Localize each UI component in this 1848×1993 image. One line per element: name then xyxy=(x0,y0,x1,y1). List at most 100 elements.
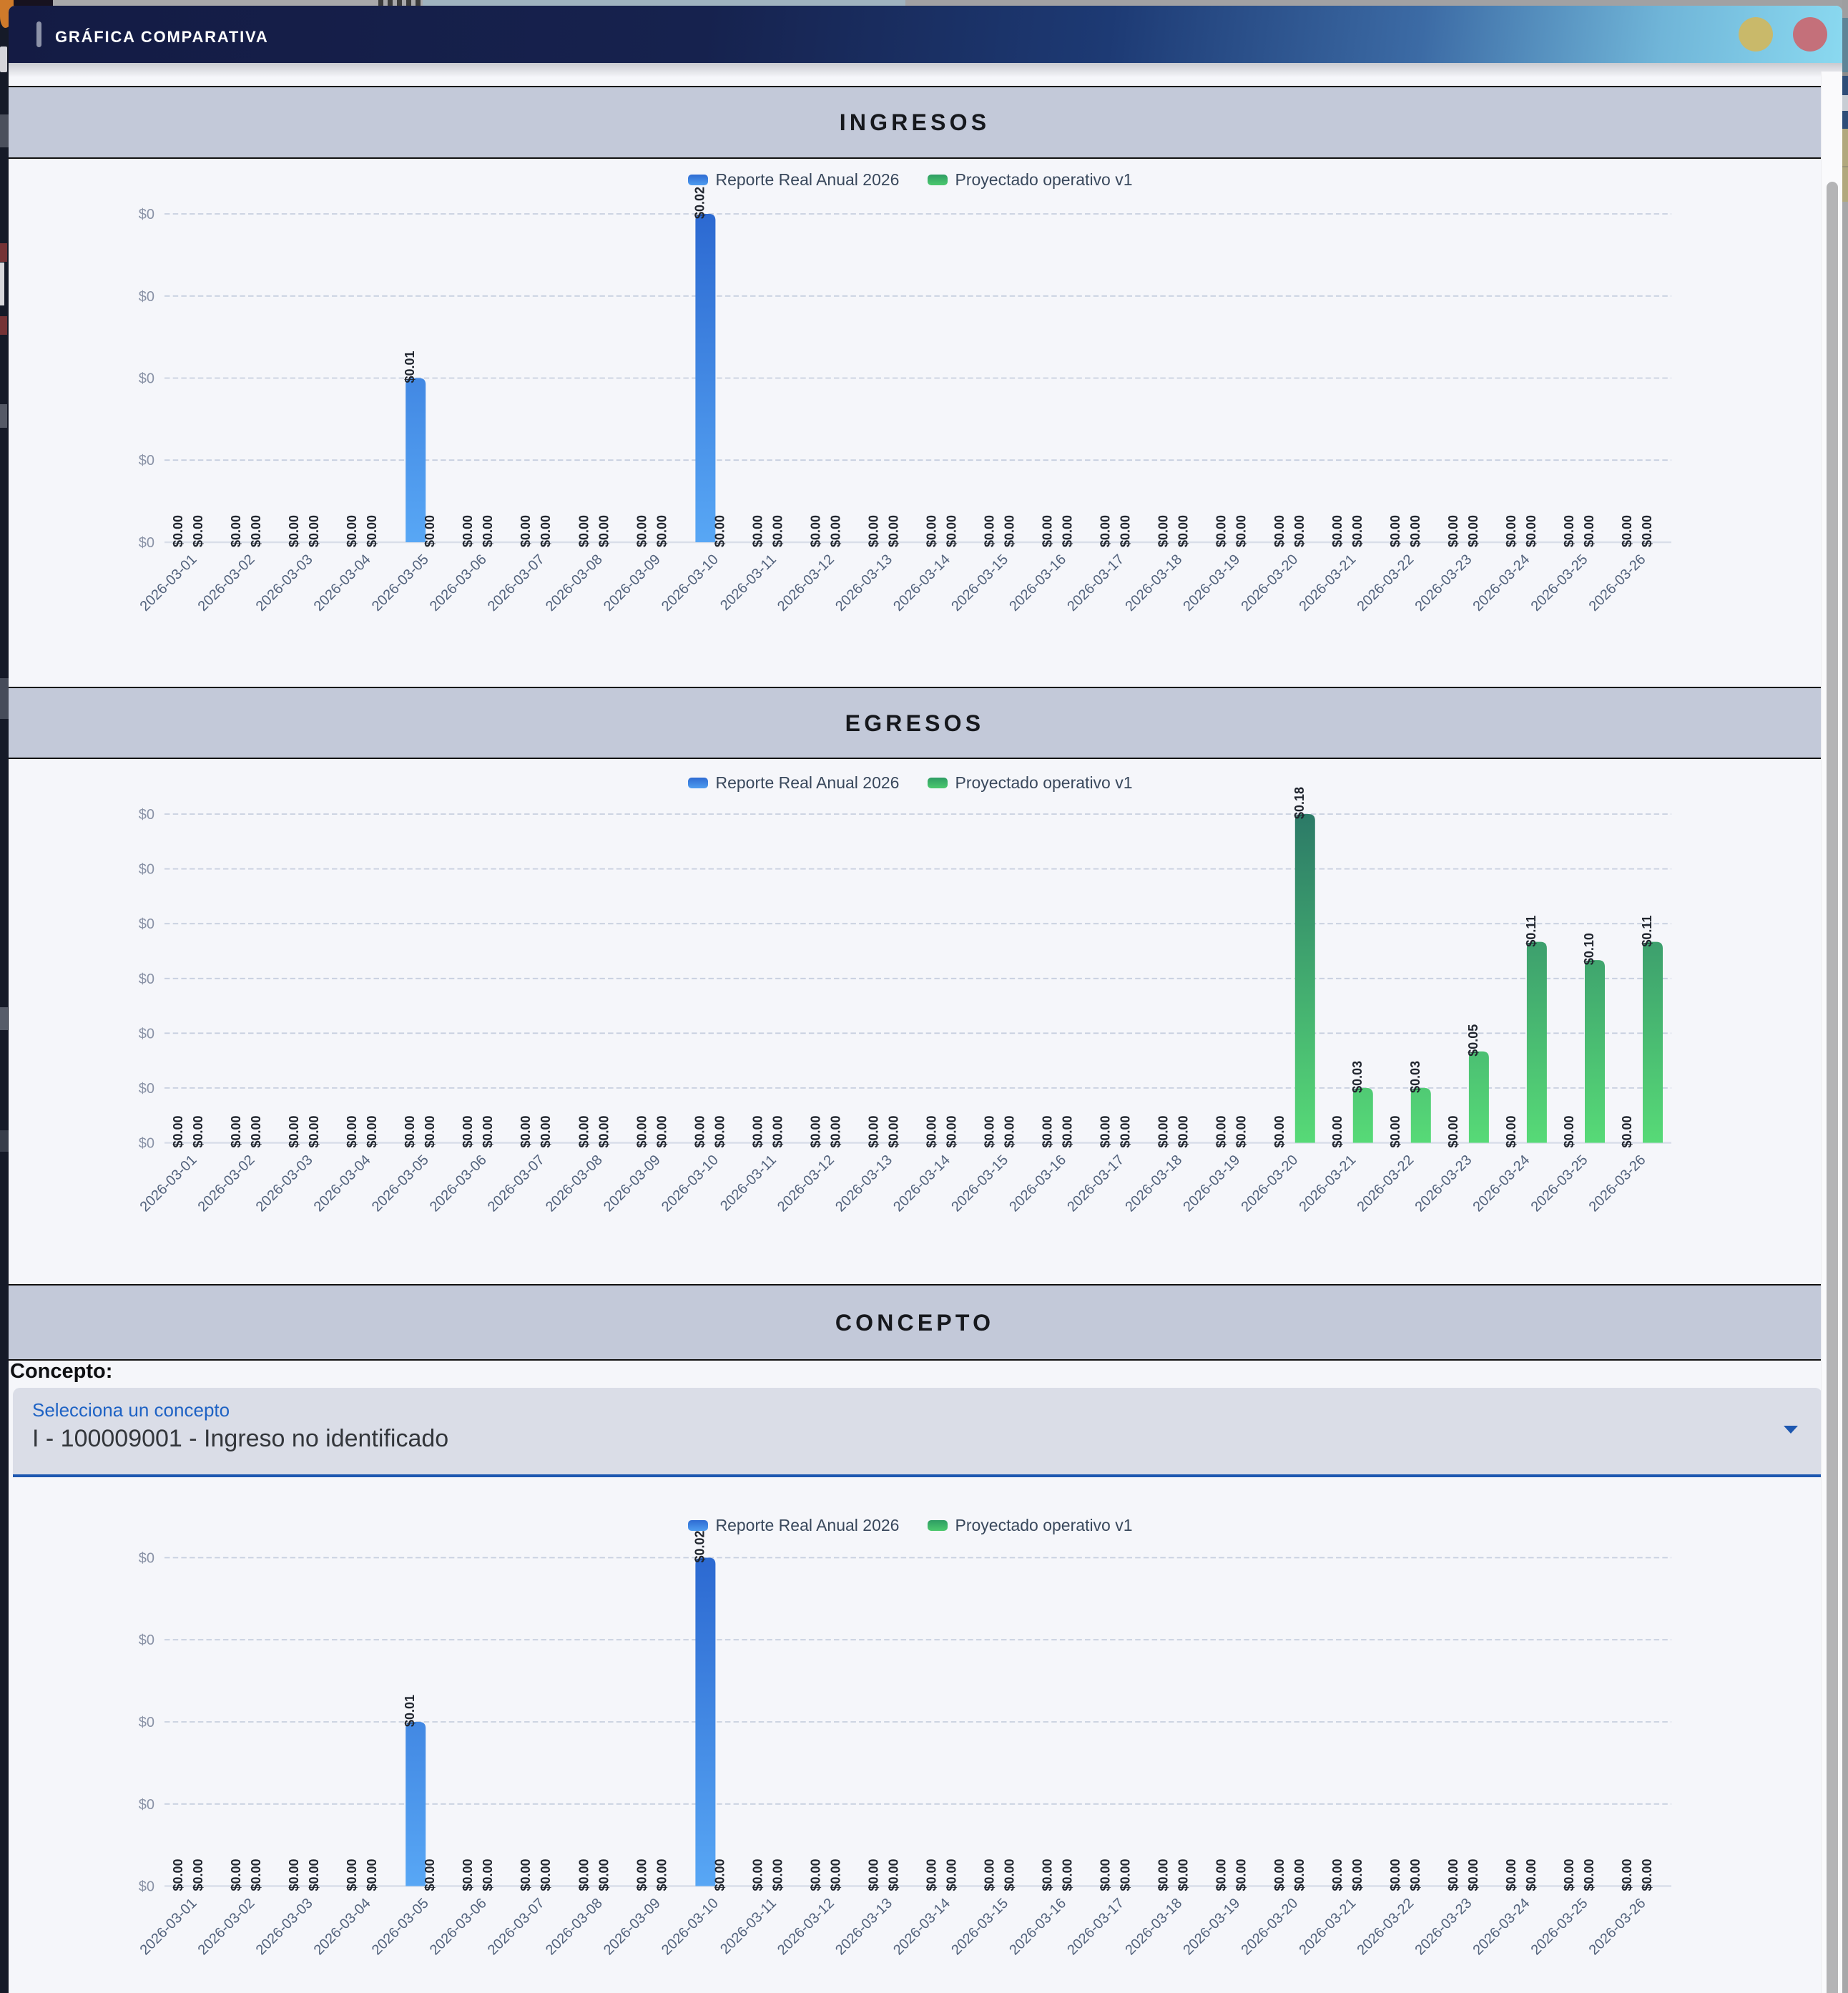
svg-text:$0.00: $0.00 xyxy=(191,1859,205,1891)
svg-text:$0.02: $0.02 xyxy=(692,1530,707,1562)
svg-text:2026-03-13: 2026-03-13 xyxy=(832,1152,895,1215)
svg-text:$0.00: $0.00 xyxy=(692,1115,707,1147)
svg-text:$0.11: $0.11 xyxy=(1640,916,1654,947)
svg-text:$0: $0 xyxy=(139,453,154,469)
svg-text:$0.00: $0.00 xyxy=(770,1115,785,1147)
svg-text:$0.00: $0.00 xyxy=(171,1859,185,1891)
svg-text:2026-03-05: 2026-03-05 xyxy=(369,1152,432,1215)
svg-text:2026-03-26: 2026-03-26 xyxy=(1586,1152,1649,1215)
svg-text:$0.00: $0.00 xyxy=(481,1115,495,1147)
svg-text:$0.00: $0.00 xyxy=(750,1115,765,1147)
svg-text:$0.00: $0.00 xyxy=(925,1859,939,1891)
svg-text:2026-03-08: 2026-03-08 xyxy=(543,1152,606,1215)
svg-text:2026-03-22: 2026-03-22 xyxy=(1354,1152,1417,1215)
svg-text:$0.00: $0.00 xyxy=(307,1859,321,1891)
svg-text:$0.00: $0.00 xyxy=(249,1115,263,1147)
svg-text:$0.00: $0.00 xyxy=(345,515,359,547)
svg-text:$0.00: $0.00 xyxy=(1156,1115,1171,1147)
svg-text:$0.00: $0.00 xyxy=(1640,515,1654,547)
svg-text:$0.00: $0.00 xyxy=(518,1859,533,1891)
svg-text:$0.00: $0.00 xyxy=(249,1859,263,1891)
svg-text:$0.00: $0.00 xyxy=(1446,1115,1460,1147)
svg-text:$0.00: $0.00 xyxy=(1214,515,1229,547)
svg-text:2026-03-17: 2026-03-17 xyxy=(1064,1895,1127,1958)
svg-text:$0.00: $0.00 xyxy=(1330,515,1345,547)
svg-text:$0.00: $0.00 xyxy=(249,515,263,547)
svg-text:$0.01: $0.01 xyxy=(403,351,417,383)
svg-text:$0.00: $0.00 xyxy=(576,1115,591,1147)
svg-text:2026-03-19: 2026-03-19 xyxy=(1180,1152,1243,1215)
svg-text:$0.00: $0.00 xyxy=(518,515,533,547)
svg-text:2026-03-16: 2026-03-16 xyxy=(1006,1895,1069,1958)
svg-text:2026-03-07: 2026-03-07 xyxy=(485,552,548,614)
svg-text:2026-03-21: 2026-03-21 xyxy=(1296,552,1359,614)
svg-text:2026-03-22: 2026-03-22 xyxy=(1354,1895,1417,1958)
svg-text:2026-03-14: 2026-03-14 xyxy=(890,1895,953,1958)
svg-text:2026-03-20: 2026-03-20 xyxy=(1238,1895,1301,1958)
svg-text:$0.00: $0.00 xyxy=(1388,515,1402,547)
svg-text:$0.00: $0.00 xyxy=(1234,1115,1249,1147)
svg-text:2026-03-04: 2026-03-04 xyxy=(311,1152,374,1215)
svg-text:$0.00: $0.00 xyxy=(1119,515,1133,547)
svg-text:$0.00: $0.00 xyxy=(770,1859,785,1891)
svg-text:$0.00: $0.00 xyxy=(770,515,785,547)
svg-text:2026-03-07: 2026-03-07 xyxy=(485,1152,548,1215)
svg-text:$0.00: $0.00 xyxy=(191,1115,205,1147)
svg-text:$0.00: $0.00 xyxy=(1119,1115,1133,1147)
svg-text:$0.00: $0.00 xyxy=(287,1115,301,1147)
svg-text:$0.00: $0.00 xyxy=(596,1859,611,1891)
svg-text:$0.00: $0.00 xyxy=(1620,1115,1634,1147)
svg-text:2026-03-14: 2026-03-14 xyxy=(890,1152,953,1215)
svg-text:2026-03-24: 2026-03-24 xyxy=(1470,1895,1533,1958)
svg-text:$0: $0 xyxy=(139,1081,154,1097)
svg-text:$0.00: $0.00 xyxy=(808,515,822,547)
svg-text:$0: $0 xyxy=(139,289,154,305)
svg-text:$0.00: $0.00 xyxy=(1350,515,1365,547)
svg-text:$0.00: $0.00 xyxy=(1061,1115,1075,1147)
svg-text:$0.00: $0.00 xyxy=(828,1859,842,1891)
svg-text:2026-03-04: 2026-03-04 xyxy=(311,1895,374,1958)
svg-text:$0.00: $0.00 xyxy=(423,515,437,547)
svg-text:2026-03-14: 2026-03-14 xyxy=(890,552,953,614)
svg-text:$0.00: $0.00 xyxy=(1446,1859,1460,1891)
svg-text:$0.00: $0.00 xyxy=(1292,515,1307,547)
svg-text:$0.00: $0.00 xyxy=(1099,1859,1113,1891)
svg-text:$0.00: $0.00 xyxy=(1388,1859,1402,1891)
svg-text:2026-03-16: 2026-03-16 xyxy=(1006,1152,1069,1215)
svg-text:$0.00: $0.00 xyxy=(1388,1115,1402,1147)
svg-text:$0.00: $0.00 xyxy=(1041,515,1055,547)
svg-text:$0.00: $0.00 xyxy=(1099,1115,1113,1147)
svg-text:$0.00: $0.00 xyxy=(712,1115,727,1147)
svg-text:$0.00: $0.00 xyxy=(423,1115,437,1147)
svg-text:$0.00: $0.00 xyxy=(229,1859,243,1891)
svg-text:2026-03-18: 2026-03-18 xyxy=(1122,1895,1185,1958)
svg-text:$0.00: $0.00 xyxy=(1214,1859,1229,1891)
svg-text:$0.00: $0.00 xyxy=(539,1859,553,1891)
svg-text:$0: $0 xyxy=(139,916,154,932)
svg-text:$0.00: $0.00 xyxy=(712,515,727,547)
svg-text:2026-03-24: 2026-03-24 xyxy=(1470,1152,1533,1215)
svg-text:$0.00: $0.00 xyxy=(945,515,959,547)
svg-text:$0.00: $0.00 xyxy=(750,1859,765,1891)
svg-text:$0: $0 xyxy=(139,1879,154,1895)
svg-text:$0.00: $0.00 xyxy=(1640,1859,1654,1891)
svg-text:$0.03: $0.03 xyxy=(1408,1061,1422,1093)
svg-text:$0.00: $0.00 xyxy=(654,1859,669,1891)
svg-text:2026-03-09: 2026-03-09 xyxy=(601,1152,664,1215)
svg-text:$0.00: $0.00 xyxy=(1350,1859,1365,1891)
svg-text:2026-03-25: 2026-03-25 xyxy=(1528,1895,1591,1958)
svg-text:$0.00: $0.00 xyxy=(1176,1859,1191,1891)
svg-text:$0: $0 xyxy=(139,807,154,823)
svg-text:$0.00: $0.00 xyxy=(1620,1859,1634,1891)
svg-text:$0.00: $0.00 xyxy=(287,1859,301,1891)
svg-text:$0.00: $0.00 xyxy=(229,1115,243,1147)
svg-text:$0.00: $0.00 xyxy=(654,1115,669,1147)
svg-text:$0.00: $0.00 xyxy=(1504,515,1518,547)
svg-text:$0.00: $0.00 xyxy=(634,1115,649,1147)
svg-text:$0.00: $0.00 xyxy=(808,1859,822,1891)
svg-text:$0.00: $0.00 xyxy=(1292,1859,1307,1891)
svg-text:2026-03-09: 2026-03-09 xyxy=(601,552,664,614)
svg-text:$0.00: $0.00 xyxy=(1234,515,1249,547)
svg-text:$0: $0 xyxy=(139,1715,154,1730)
svg-text:2026-03-06: 2026-03-06 xyxy=(427,552,490,614)
